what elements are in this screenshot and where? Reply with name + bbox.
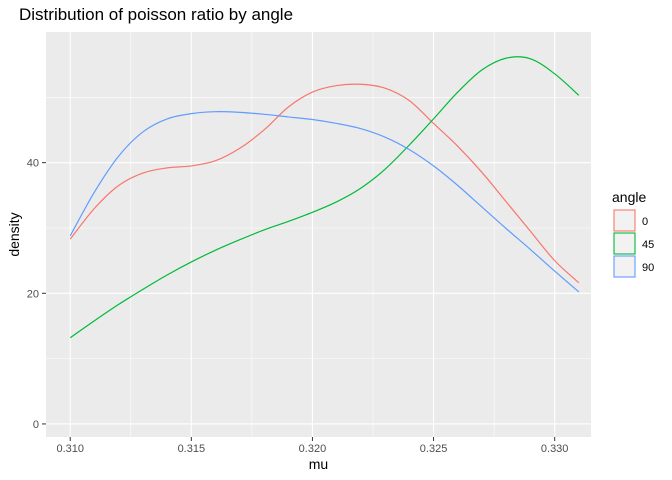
legend-label-45: 45 [642, 239, 654, 251]
plot-panel [46, 32, 591, 437]
y-tick-label: 40 [27, 158, 39, 170]
series-layer [69, 56, 580, 339]
x-tick-label: 0.325 [420, 443, 448, 455]
x-tick-label: 0.330 [541, 443, 569, 455]
series-line-45 [69, 56, 580, 339]
x-axis-title: mu [309, 456, 328, 472]
legend: angle 0 45 90 [612, 189, 654, 278]
minor-gridlines [46, 32, 591, 437]
legend-title: angle [612, 189, 646, 205]
legend-label-0: 0 [642, 216, 648, 228]
x-tick-label: 0.310 [56, 443, 84, 455]
x-tick-label: 0.320 [299, 443, 327, 455]
series-line-0 [69, 83, 580, 284]
y-tick-label: 0 [33, 419, 39, 431]
legend-key-0 [613, 209, 636, 232]
y-tick-label: 20 [27, 288, 39, 300]
series-line-90 [69, 111, 580, 293]
legend-key-45 [613, 232, 636, 255]
x-tick-label: 0.315 [178, 443, 206, 455]
chart-title: Distribution of poisson ratio by angle [19, 5, 293, 24]
legend-label-90: 90 [642, 262, 654, 274]
legend-key-90 [613, 255, 636, 278]
x-axis: 0.310 0.315 0.320 0.325 0.330 [56, 437, 568, 455]
y-axis: 0 20 40 [27, 158, 46, 431]
y-axis-title: density [6, 212, 22, 256]
